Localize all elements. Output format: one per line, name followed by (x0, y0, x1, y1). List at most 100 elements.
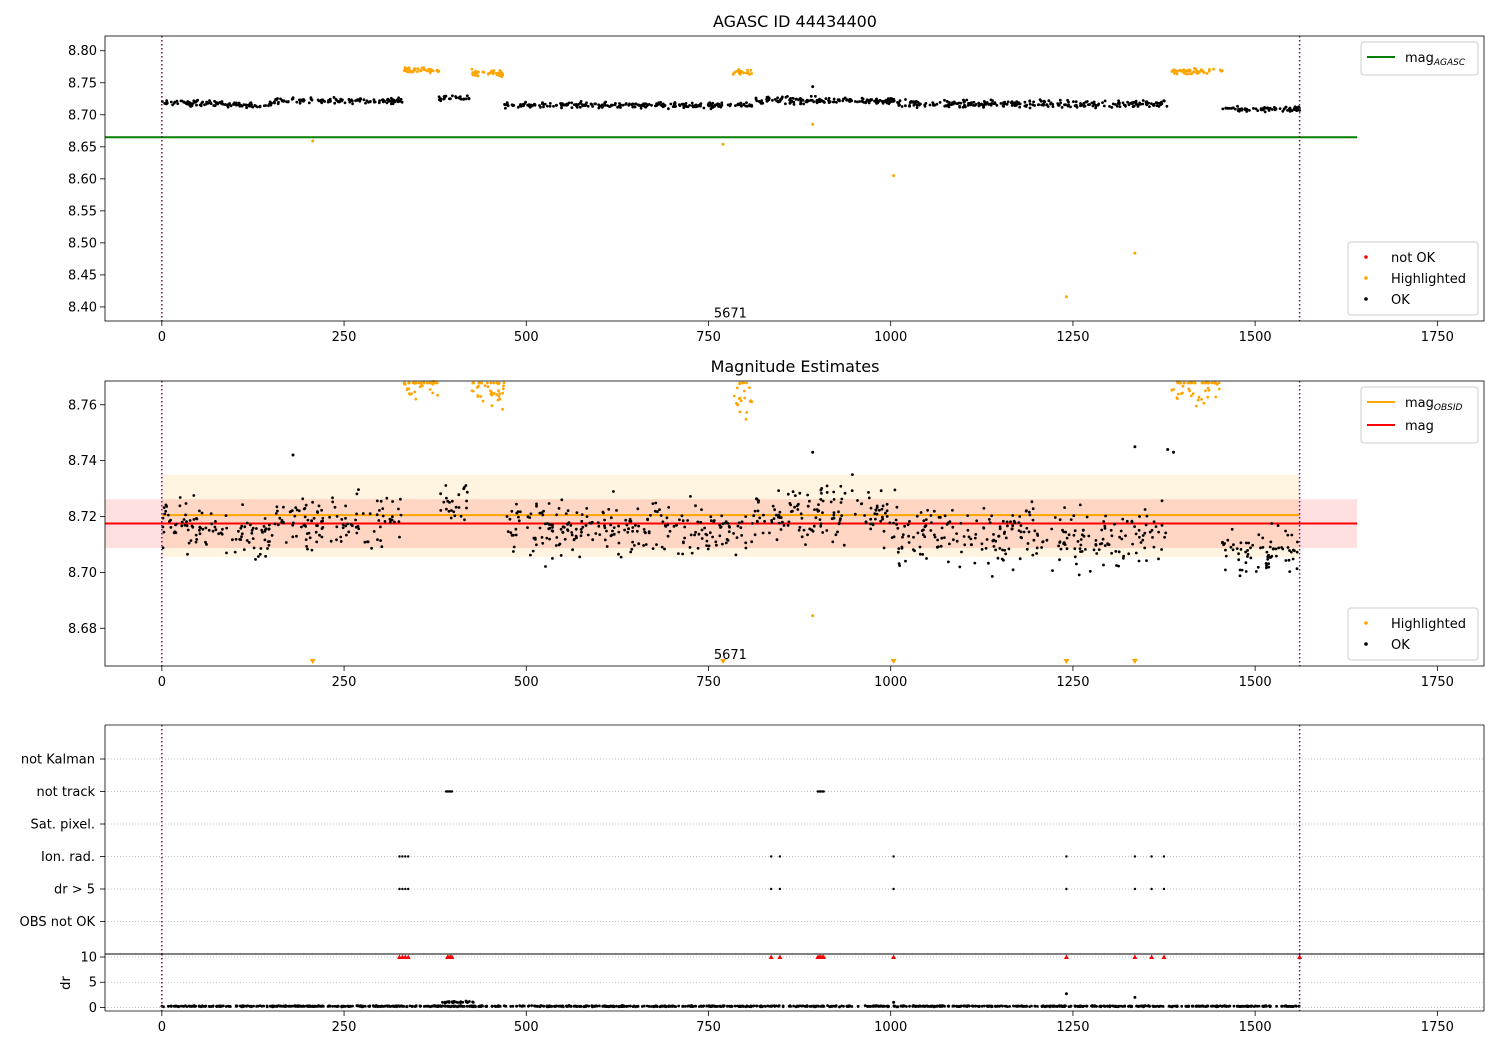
point-ok (628, 102, 631, 106)
axes-frame (104, 380, 1485, 667)
point-dr (1257, 1004, 1261, 1008)
point-ok (933, 533, 936, 537)
point-dr (635, 1005, 639, 1008)
flag-point (778, 887, 782, 891)
point-highlighted (502, 381, 506, 385)
point-dr (522, 1004, 526, 1008)
point-ok (860, 502, 864, 505)
x-tick-label: 750 (696, 1020, 721, 1035)
point-ok (214, 528, 218, 532)
point-dr (615, 1004, 618, 1008)
point-highlighted (476, 394, 480, 397)
point-ok (750, 522, 754, 525)
point-ok (1239, 541, 1243, 545)
point-ok (890, 100, 894, 103)
point-ok (788, 97, 792, 101)
point-ok (958, 565, 962, 569)
point-ok (1145, 514, 1149, 518)
point-dr (1123, 1004, 1127, 1008)
point-dr (1036, 1005, 1039, 1008)
point-ok (1281, 547, 1285, 551)
point-ok (617, 541, 621, 545)
point-dr (444, 1004, 447, 1008)
point-dr (718, 1004, 722, 1008)
point-dr (1223, 1004, 1227, 1008)
flag-point (1150, 855, 1153, 858)
point-ok (317, 504, 321, 508)
point-ok (971, 103, 975, 107)
point-ok (357, 488, 360, 491)
point-ok (180, 524, 184, 528)
point-ok (967, 103, 971, 107)
point-ok (636, 507, 640, 511)
point-dr (447, 1004, 451, 1008)
point-ok (1249, 546, 1252, 550)
point-ok (1092, 548, 1096, 552)
point-ok (935, 102, 939, 106)
point-ok (541, 513, 545, 517)
point-ok (765, 99, 769, 103)
point-ok (457, 493, 461, 497)
point-dr (326, 1005, 330, 1008)
point-ok (723, 521, 727, 525)
point-ok (882, 529, 886, 533)
point-ok (827, 99, 830, 102)
point-ok (839, 517, 842, 520)
point-ok (169, 526, 173, 529)
point-dr (541, 1004, 544, 1008)
point-dr (1294, 1004, 1297, 1008)
point-ok (800, 535, 804, 539)
point-ok (198, 509, 201, 513)
point-ok (320, 508, 323, 512)
point-ok (560, 103, 563, 107)
point-highlighted (1205, 72, 1209, 75)
point-dr (810, 1004, 814, 1008)
point-dr (331, 1004, 334, 1008)
point-ok (821, 531, 825, 534)
point-ok (704, 532, 708, 536)
point-highlighted (498, 392, 501, 396)
point-ok (514, 533, 518, 537)
flag-point (404, 887, 407, 891)
point-ok (1295, 567, 1299, 571)
point-dr (701, 1004, 705, 1008)
point-ok (875, 506, 879, 509)
point-ok (605, 545, 609, 548)
point-ok (880, 100, 884, 103)
point-ok (819, 488, 823, 492)
point-ok (1031, 553, 1035, 557)
point-dr (426, 1004, 429, 1008)
point-ok (445, 507, 448, 511)
point-ok (275, 98, 278, 102)
point-ok (297, 509, 301, 513)
point-ok (650, 103, 653, 107)
point-ok (552, 104, 555, 108)
point-ok (162, 506, 166, 509)
point-ok (399, 513, 403, 517)
point-ok (1157, 557, 1160, 561)
point-ok (969, 537, 973, 541)
point-ok (1139, 541, 1143, 544)
point-ok (220, 100, 224, 103)
point-highlighted (749, 68, 753, 72)
point-ok (603, 524, 606, 528)
point-dr (371, 1004, 375, 1008)
point-ok (1286, 533, 1290, 537)
point-ok (1152, 545, 1156, 549)
obs-label-mid: 5671 (714, 648, 747, 663)
point-dr (755, 1004, 759, 1008)
point-ok (928, 103, 932, 107)
point-highlighted (740, 381, 744, 385)
point-dr (736, 1004, 739, 1008)
point-highlighted (1187, 68, 1191, 72)
point-ok (831, 540, 835, 544)
point-ok (1064, 530, 1068, 534)
point-ok (665, 516, 669, 520)
flag-point (404, 855, 407, 858)
point-ok (943, 514, 947, 518)
point-ok (300, 525, 303, 529)
point-ok (458, 95, 462, 98)
legend-point-label: OK (1391, 638, 1410, 653)
x-tick-label: 1500 (1239, 675, 1272, 690)
point-ok (771, 98, 774, 102)
